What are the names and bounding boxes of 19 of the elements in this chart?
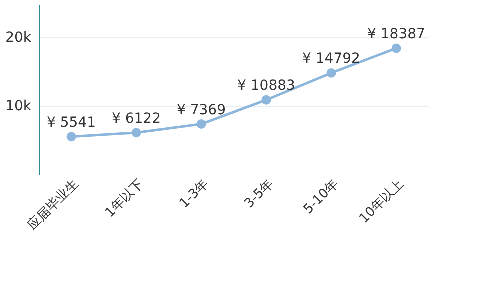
text: ¥ 14792	[302, 51, 360, 68]
point	[392, 44, 402, 54]
text: ¥ 7369	[177, 102, 226, 118]
point	[132, 128, 142, 138]
text: ¥ 10883	[238, 78, 296, 94]
x-tick-label: 1年以下	[102, 176, 147, 221]
y-tick-label: 20k	[6, 30, 32, 46]
text: ¥ 6122	[112, 110, 161, 127]
point	[66, 132, 76, 142]
point	[262, 95, 272, 105]
x-tick-label: 应届毕业生	[24, 176, 82, 234]
text: ¥ 18387	[368, 26, 426, 42]
x-tick-label: 1-3年	[177, 176, 212, 212]
point	[196, 120, 206, 130]
x-tick-label: 10年以上	[357, 176, 407, 227]
x-tick-label: 3-5年	[242, 176, 277, 212]
text: ¥ 5541	[47, 114, 96, 131]
y-tick-label: 10k	[6, 98, 32, 115]
point	[326, 68, 336, 78]
